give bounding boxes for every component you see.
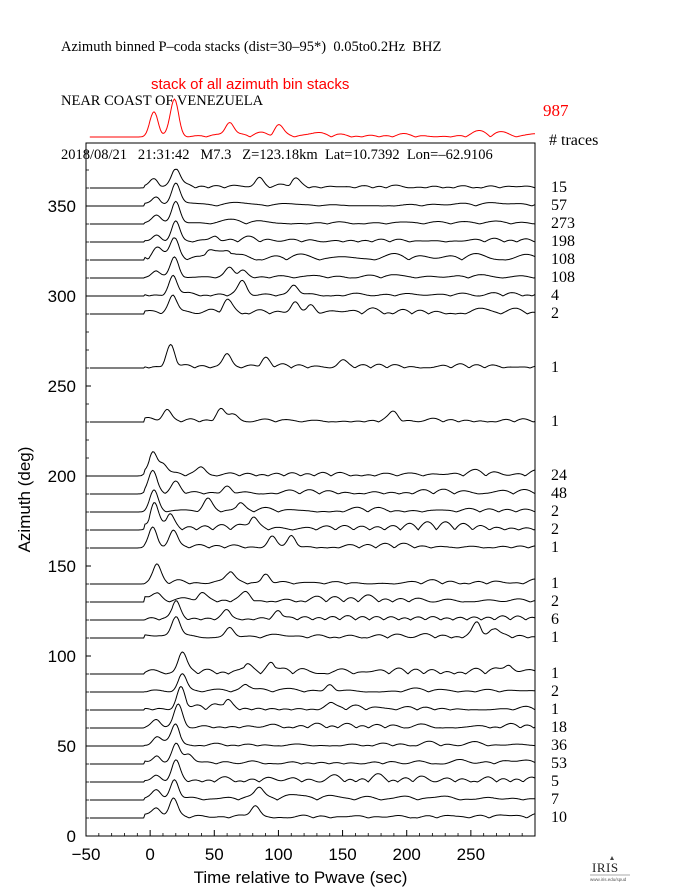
x-tick-label: 200 [393,845,421,864]
trace-az-130 [89,590,536,603]
trace-az-300 [89,274,536,297]
trace-count-label: 1 [551,629,559,646]
summary-stack-panel: stack of all azimuth bin stacks 987 # trac… [89,76,598,149]
trace-count-label: 10 [551,809,567,826]
trace-az-170 [89,502,536,531]
trace-az-290 [89,294,536,315]
trace-az-90 [89,651,536,675]
trace-count-label: 36 [551,737,567,754]
plot-frame [85,142,536,837]
count-column-header: # traces [549,132,598,149]
y-tick-label: 0 [67,827,76,846]
trace-count-label: 198 [551,233,575,250]
trace-counts: 1557273198108108421124482211261121183653… [551,179,575,826]
trace-count-label: 2 [551,503,559,520]
summary-stack-trace [89,98,535,138]
trace-count-label: 2 [551,521,559,538]
x-axis-label: Time relative to Pwave (sec) [194,868,408,887]
iris-logo-icon: IRIS www.iris.edu/spud [585,854,635,888]
y-tick-label: 200 [48,467,76,486]
header-region: NEAR COAST OF VENEZUELA [61,93,264,109]
trace-count-label: 7 [551,791,559,808]
trace-count-label: 18 [551,719,567,736]
trace-group [89,168,536,819]
y-tick-label: 100 [48,647,76,666]
y-tick-label: 350 [48,197,76,216]
x-axis: −50 0 50 100 150 200 250 Time relative to Pwave… [72,830,523,887]
trace-count-label: 1 [551,539,559,556]
trace-az-200 [89,451,536,477]
trace-count-label: 1 [551,413,559,430]
y-tick-label: 300 [48,287,76,306]
trace-count-label: 57 [551,197,567,214]
trace-count-label: 48 [551,485,567,502]
trace-count-label: 53 [551,755,567,772]
trace-az-40 [89,742,536,765]
trace-az-320 [89,237,536,261]
x-tick-label: 250 [457,845,485,864]
trace-az-30 [89,759,536,783]
trace-count-label: 24 [551,467,567,484]
trace-az-20 [89,779,536,801]
x-tick-label: 150 [328,845,356,864]
trace-count-label: 1 [551,359,559,376]
y-tick-label: 250 [48,377,76,396]
x-tick-label: −50 [72,845,101,864]
summary-stack-count: 987 [543,101,569,120]
trace-count-label: 108 [551,251,575,268]
trace-count-label: 15 [551,179,567,196]
trace-az-50 [89,723,536,747]
trace-az-310 [89,256,536,279]
x-tick-label: 50 [205,845,224,864]
header-event-info: 2018/08/21 21:31:42 M7.3 Z=123.18km Lat=… [61,147,493,163]
logo-text: IRIS [592,860,619,875]
trace-count-label: 2 [551,593,559,610]
trace-az-140 [89,563,536,585]
y-axis-label: Azimuth (deg) [15,447,34,553]
trace-count-label: 1 [551,575,559,592]
summary-stack-label: stack of all azimuth bin stacks [151,76,349,93]
trace-count-label: 2 [551,683,559,700]
trace-count-label: 6 [551,611,559,628]
trace-az-80 [89,673,535,693]
trace-az-230 [89,407,536,423]
y-tick-label: 150 [48,557,76,576]
trace-count-label: 273 [551,215,575,232]
trace-az-340 [89,200,536,225]
x-tick-label: 0 [145,845,154,864]
trace-count-label: 1 [551,701,559,718]
x-tick-label: 100 [264,845,292,864]
trace-az-180 [89,489,536,513]
trace-az-190 [89,469,536,495]
trace-az-360 [89,168,536,189]
trace-count-label: 5 [551,773,559,790]
trace-count-label: 4 [551,287,559,304]
trace-count-label: 108 [551,269,575,286]
chart-header: Azimuth binned P–coda stacks (dist=30–95… [61,2,493,182]
trace-az-60 [89,703,536,729]
trace-az-10 [89,797,536,819]
header-title: Azimuth binned P–coda stacks (dist=30–95… [61,39,442,55]
y-tick-label: 50 [57,737,76,756]
y-axis: 0 50 100 150 200 250 300 350 Azimuth (deg) [15,151,91,846]
trace-count-label: 1 [551,665,559,682]
trace-az-260 [89,343,536,369]
trace-az-330 [89,220,536,243]
trace-count-label: 2 [551,305,559,322]
logo-url: www.iris.edu/spud [590,877,627,882]
trace-az-120 [89,600,536,621]
trace-az-350 [89,182,536,207]
trace-az-70 [89,685,536,711]
trace-az-110 [89,616,536,639]
trace-az-160 [89,526,536,549]
